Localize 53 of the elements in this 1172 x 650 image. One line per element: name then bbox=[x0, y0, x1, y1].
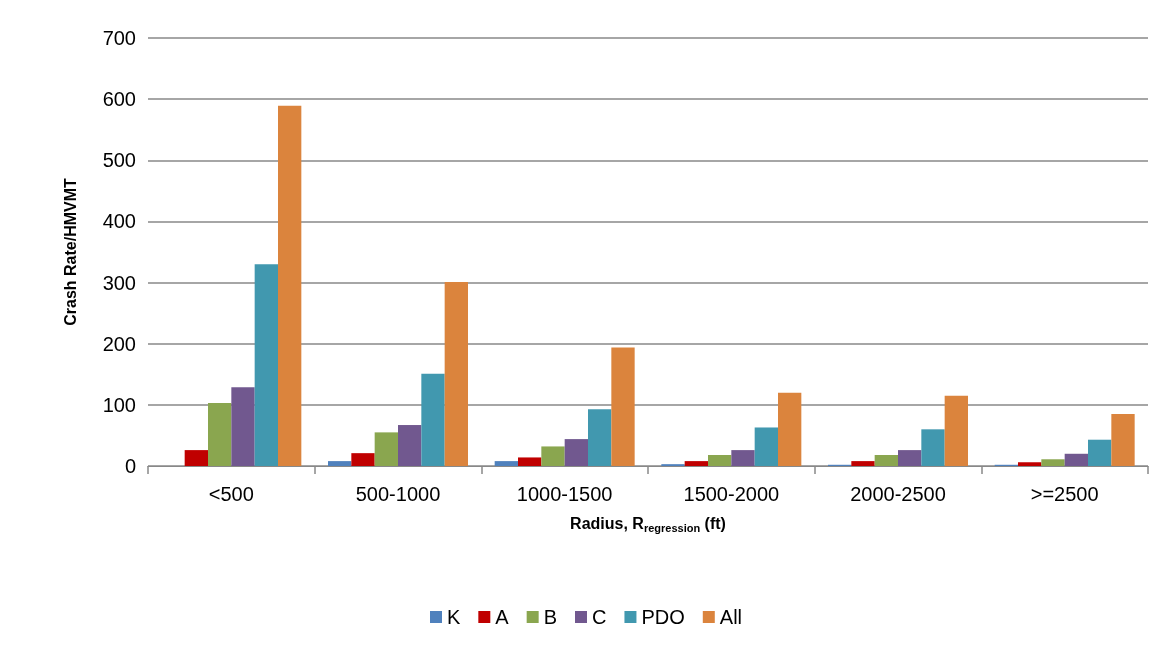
legend-label: K bbox=[446, 606, 461, 628]
bar bbox=[1088, 439, 1112, 466]
bar bbox=[944, 395, 968, 466]
bar bbox=[588, 409, 612, 466]
x-tick-label: 2000-2500 bbox=[850, 483, 946, 505]
bar bbox=[494, 461, 518, 466]
legend-label: C bbox=[592, 606, 607, 628]
bar bbox=[708, 454, 732, 466]
legend-label: All bbox=[719, 606, 743, 628]
bar bbox=[898, 450, 922, 466]
x-tick-label: 500-1000 bbox=[355, 483, 441, 505]
bar bbox=[684, 461, 708, 466]
bar bbox=[374, 432, 398, 466]
x-tick-label: 1500-2000 bbox=[683, 483, 780, 505]
bar bbox=[754, 427, 778, 466]
bar bbox=[874, 454, 898, 466]
bar bbox=[328, 461, 352, 466]
bar bbox=[564, 439, 588, 466]
x-tick-label: >=2500 bbox=[1030, 483, 1099, 505]
legend-label: A bbox=[495, 606, 510, 628]
bar bbox=[1111, 414, 1135, 466]
bar bbox=[231, 387, 255, 466]
bar bbox=[184, 450, 208, 466]
y-tick-label: 400 bbox=[102, 210, 136, 233]
bar bbox=[208, 403, 232, 466]
legend-label: B bbox=[543, 606, 558, 628]
y-tick-label: 0 bbox=[124, 455, 136, 477]
bar bbox=[921, 429, 945, 466]
x-tick-label: <500 bbox=[208, 483, 254, 505]
legend-label: PDO bbox=[641, 606, 685, 628]
bar bbox=[731, 450, 755, 466]
bar bbox=[1041, 459, 1065, 466]
bar bbox=[518, 457, 542, 466]
bar bbox=[398, 425, 422, 466]
bar bbox=[254, 264, 278, 466]
y-tick-label: 300 bbox=[102, 271, 136, 294]
bar bbox=[351, 453, 375, 466]
bar bbox=[444, 281, 468, 466]
y-axis-title: Crash Rate/HMVMT bbox=[61, 177, 79, 326]
y-tick-label: 500 bbox=[102, 149, 136, 172]
x-tick-label: 1000-1500 bbox=[516, 483, 613, 505]
bar bbox=[851, 461, 875, 466]
y-tick-label: 100 bbox=[102, 393, 136, 416]
bar bbox=[1064, 453, 1088, 466]
y-tick-label: 600 bbox=[102, 88, 136, 111]
y-tick-label: 200 bbox=[102, 332, 136, 355]
y-tick-label: 700 bbox=[102, 27, 136, 49]
bar bbox=[1018, 462, 1042, 466]
bar bbox=[611, 347, 635, 466]
bar bbox=[541, 446, 565, 466]
bar bbox=[421, 373, 445, 466]
bar bbox=[278, 105, 302, 466]
bar bbox=[778, 392, 802, 466]
